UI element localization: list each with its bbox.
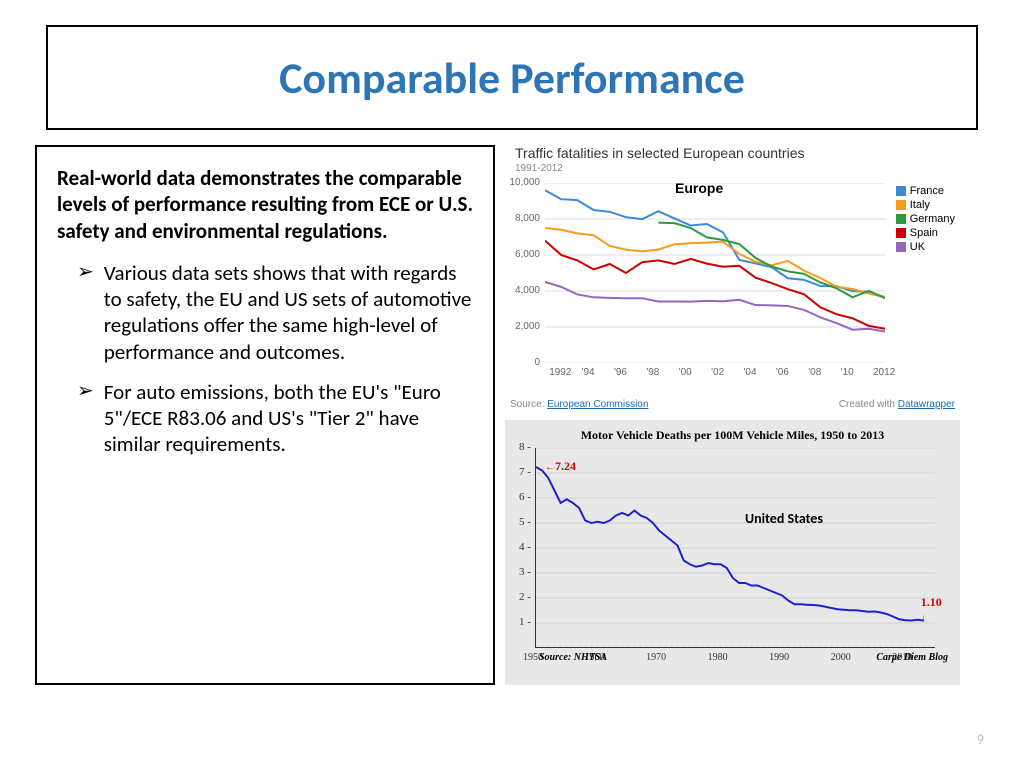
charts-column: Traffic fatalities in selected European … [505, 145, 989, 685]
bullet-item: ➢For auto emissions, both the EU's "Euro… [57, 379, 477, 458]
source-link[interactable]: European Commission [547, 399, 648, 410]
title-container: Comparable Performance [46, 25, 978, 130]
us-chart: Motor Vehicle Deaths per 100M Vehicle Mi… [505, 420, 960, 685]
europe-label: Europe [675, 180, 723, 196]
bullet-list: ➢Various data sets shows that with regar… [57, 260, 477, 458]
chart2-source: Source: NHTSA [539, 652, 607, 663]
chart1-title: Traffic fatalities in selected European … [515, 145, 960, 161]
chart2-blog: Carpe Diem Blog [876, 652, 948, 663]
chart2-title: Motor Vehicle Deaths per 100M Vehicle Mi… [511, 428, 954, 443]
chart1-subtitle: 1991-2012 [515, 163, 960, 174]
chart1-credit: Created with Datawrapper [839, 399, 955, 410]
page-number: 9 [977, 731, 984, 748]
us-label: United States [745, 510, 823, 527]
chart1-legend: FranceItalyGermanySpainUK [896, 185, 955, 255]
chart1-source: Source: European Commission [510, 399, 648, 410]
credit-link[interactable]: Datawrapper [898, 399, 955, 410]
europe-chart: Traffic fatalities in selected European … [505, 145, 960, 410]
intro-paragraph: Real-world data demonstrates the compara… [57, 165, 477, 244]
slide-title: Comparable Performance [279, 51, 745, 105]
text-panel: Real-world data demonstrates the compara… [35, 145, 495, 685]
bullet-item: ➢Various data sets shows that with regar… [57, 260, 477, 365]
